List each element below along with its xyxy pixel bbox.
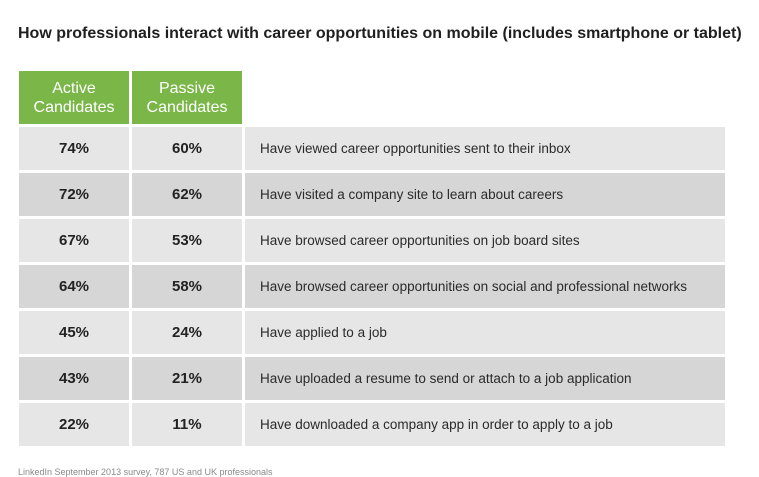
source-footnote: LinkedIn September 2013 survey, 787 US a… bbox=[18, 467, 273, 477]
passive-percent-cell: 21% bbox=[132, 357, 242, 400]
header-passive-line2: Candidates bbox=[146, 98, 228, 116]
table-row: 45% 24% Have applied to a job bbox=[19, 311, 725, 354]
header-active-candidates: Active Candidates bbox=[19, 71, 129, 124]
table-row: 72% 62% Have visited a company site to lea… bbox=[19, 173, 725, 216]
passive-percent-cell: 53% bbox=[132, 219, 242, 262]
passive-percent-cell: 24% bbox=[132, 311, 242, 354]
chart-title: How professionals interact with career o… bbox=[18, 25, 742, 42]
active-percent-cell: 22% bbox=[19, 403, 129, 446]
activity-description-cell: Have applied to a job bbox=[245, 311, 725, 354]
activity-description-cell: Have downloaded a company app in order t… bbox=[245, 403, 725, 446]
passive-percent-cell: 62% bbox=[132, 173, 242, 216]
header-passive-line1: Passive bbox=[158, 79, 216, 97]
active-percent-cell: 74% bbox=[19, 127, 129, 170]
header-active-line1: Active bbox=[52, 79, 96, 97]
header-passive-candidates: Passive Candidates bbox=[132, 71, 242, 124]
activity-description-cell: Have uploaded a resume to send or attach… bbox=[245, 357, 725, 400]
active-percent-cell: 43% bbox=[19, 357, 129, 400]
active-percent-cell: 67% bbox=[19, 219, 129, 262]
activity-description-cell: Have browsed career opportunities on soc… bbox=[245, 265, 725, 308]
table-row: 22% 11% Have downloaded a company app in o… bbox=[19, 403, 725, 446]
activity-description-cell: Have browsed career opportunities on job… bbox=[245, 219, 725, 262]
activity-description-cell: Have visited a company site to learn abo… bbox=[245, 173, 725, 216]
header-active-line2: Candidates bbox=[33, 98, 115, 116]
active-percent-cell: 45% bbox=[19, 311, 129, 354]
passive-percent-cell: 11% bbox=[132, 403, 242, 446]
table-row: 67% 53% Have browsed career opportunities … bbox=[19, 219, 725, 262]
active-percent-cell: 72% bbox=[19, 173, 129, 216]
active-percent-cell: 64% bbox=[19, 265, 129, 308]
table-row: 64% 58% Have browsed career opportunities … bbox=[19, 265, 725, 308]
passive-percent-cell: 60% bbox=[132, 127, 242, 170]
table-row: 43% 21% Have uploaded a resume to send or … bbox=[19, 357, 725, 400]
table-row: 74% 60% Have viewed career opportunities s… bbox=[19, 127, 725, 170]
passive-percent-cell: 58% bbox=[132, 265, 242, 308]
activity-description-cell: Have viewed career opportunities sent to… bbox=[245, 127, 725, 170]
